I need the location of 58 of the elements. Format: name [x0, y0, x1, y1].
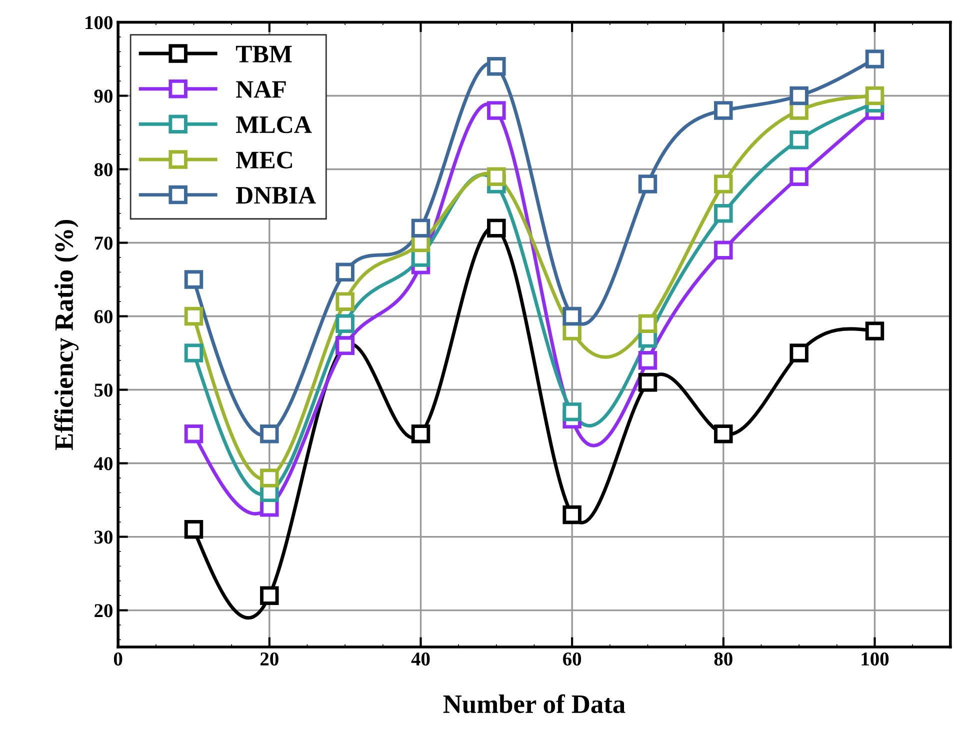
point — [260, 424, 279, 444]
point — [638, 350, 658, 370]
point — [865, 86, 884, 106]
y-tick-label: 60 — [94, 310, 112, 324]
legend-label: NAF — [236, 81, 286, 98]
point — [562, 402, 582, 422]
point — [865, 50, 884, 68]
point — [562, 505, 582, 524]
x-tick-label: 60 — [563, 652, 582, 666]
point — [714, 240, 733, 260]
y-tick-label: 80 — [94, 163, 112, 176]
point — [865, 322, 884, 340]
y-tick-label: 50 — [94, 384, 112, 397]
point — [638, 373, 658, 392]
point — [790, 344, 808, 362]
x-tick-label: 20 — [260, 652, 278, 666]
y-axis-title: Efficiency Ratio (%) — [54, 220, 78, 450]
y-tick-label: 100 — [86, 16, 112, 30]
point — [487, 101, 506, 120]
x-tick-label: 80 — [714, 652, 732, 666]
point — [487, 218, 506, 238]
legend-label: DNBIA — [236, 187, 316, 204]
point — [790, 167, 808, 186]
legend-label: MLCA — [236, 116, 312, 134]
y-tick-label: 30 — [94, 530, 112, 544]
point — [790, 86, 808, 106]
point — [714, 101, 733, 120]
x-tick-label: 0 — [114, 652, 122, 666]
y-tick-label: 90 — [94, 90, 112, 103]
point — [487, 167, 506, 186]
point — [184, 424, 204, 444]
point — [336, 314, 354, 333]
y-tick-label: 70 — [94, 236, 112, 250]
point — [184, 270, 204, 289]
y-tick-label: 40 — [94, 457, 112, 470]
legend-label: TBM — [236, 46, 292, 62]
point — [336, 292, 354, 311]
legend-label: MEC — [236, 152, 292, 168]
point — [336, 262, 354, 282]
x-tick-label: 100 — [862, 652, 889, 666]
point — [184, 306, 204, 326]
y-tick-label: 20 — [94, 604, 112, 618]
x-axis-title: Number of Data — [443, 694, 626, 714]
point — [790, 130, 808, 150]
point — [260, 586, 279, 605]
x-tick-label: 40 — [411, 652, 430, 666]
point — [260, 468, 279, 488]
point — [487, 56, 506, 76]
point — [411, 218, 430, 238]
point — [714, 424, 733, 444]
point — [638, 314, 658, 333]
point — [184, 344, 204, 362]
point — [562, 306, 582, 326]
point — [411, 424, 430, 444]
point — [714, 204, 733, 223]
point — [714, 174, 733, 194]
point — [638, 174, 658, 194]
point — [184, 520, 204, 539]
